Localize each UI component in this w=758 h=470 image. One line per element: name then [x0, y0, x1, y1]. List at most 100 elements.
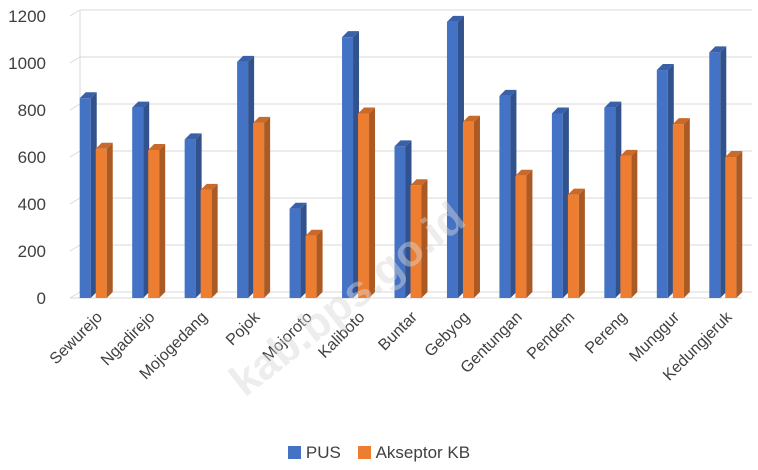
bar-top — [604, 101, 622, 108]
bar-front — [305, 235, 317, 298]
bar-top — [253, 116, 271, 123]
bar-front — [342, 37, 354, 299]
legend-label-akseptor-kb: Akseptor KB — [375, 443, 471, 462]
bar-akseptor-kb — [410, 179, 428, 298]
bar-side — [405, 140, 412, 298]
gridline-depth — [69, 197, 81, 205]
bar-chart: 0 200 400 600 800 1000 1200 SewurejoNgadirejoM… — [8, 7, 752, 384]
bar-akseptor-kb — [95, 142, 113, 298]
bar-akseptor-kb — [148, 143, 166, 298]
bar-side — [578, 188, 585, 298]
bar-akseptor-kb — [462, 115, 480, 298]
bar-front — [725, 157, 737, 298]
bar-front — [95, 148, 107, 298]
legend-swatch-pus — [287, 446, 301, 459]
bar-pus — [289, 202, 307, 298]
bar-front — [499, 95, 511, 299]
bar-top — [410, 179, 428, 186]
bar-pus — [551, 107, 569, 299]
bar-pus — [656, 64, 674, 298]
bar-top — [95, 142, 113, 149]
bar-top — [725, 151, 743, 157]
bar-akseptor-kb — [305, 229, 323, 298]
bar-side — [264, 116, 271, 298]
bar-akseptor-kb — [672, 118, 690, 298]
bar-front — [237, 61, 249, 299]
y-tick-label: 1200 — [8, 7, 46, 26]
x-tick-label: Buntar — [375, 308, 421, 354]
bar-side — [90, 92, 97, 298]
bar-front — [656, 70, 668, 298]
bar-side — [195, 133, 202, 298]
bar-top — [237, 55, 255, 62]
bar-top — [656, 64, 674, 71]
gridline-depth — [69, 291, 81, 299]
bar-akseptor-kb — [358, 107, 376, 299]
bar-pus — [446, 15, 464, 298]
bar-pus — [237, 55, 255, 299]
bar-side — [631, 149, 638, 298]
bar-front — [604, 107, 616, 299]
bar-front — [446, 21, 458, 298]
bar-pus — [184, 133, 202, 298]
bar-side — [736, 151, 743, 298]
bar-top — [148, 143, 166, 150]
bar-akseptor-kb — [620, 149, 638, 298]
bar-akseptor-kb — [253, 116, 271, 298]
bar-top — [515, 169, 533, 176]
bar-akseptor-kb — [567, 188, 585, 298]
bar-top — [394, 140, 412, 147]
bar-front — [567, 194, 579, 298]
bar-side — [143, 101, 150, 299]
bar-side — [720, 46, 727, 298]
bar-series — [79, 15, 743, 299]
y-tick-label: 200 — [18, 242, 46, 261]
bar-front — [410, 185, 422, 298]
bar-top — [620, 149, 638, 156]
legend-swatch-akseptor-kb — [357, 446, 371, 459]
bar-pus — [709, 46, 727, 298]
bar-front — [709, 52, 721, 298]
legend-item-akseptor-kb: Akseptor KB — [357, 443, 471, 463]
bar-front — [462, 121, 474, 298]
bar-side — [316, 229, 323, 298]
bar-side — [562, 107, 569, 299]
bar-front — [132, 107, 144, 299]
bar-side — [510, 89, 517, 299]
bar-side — [421, 179, 428, 298]
gridline-depth — [69, 56, 81, 64]
bar-top — [709, 46, 727, 53]
bar-side — [211, 183, 218, 298]
bar-side — [353, 31, 360, 299]
bar-pus — [604, 101, 622, 299]
bar-pus — [499, 89, 517, 299]
bar-top — [305, 229, 323, 236]
legend-label-pus: PUS — [305, 443, 341, 462]
bar-front — [672, 124, 684, 298]
bar-top — [551, 107, 569, 114]
bar-top — [567, 188, 585, 195]
y-tick-label: 0 — [37, 289, 46, 308]
bar-side — [667, 64, 674, 298]
bar-front — [551, 113, 563, 299]
bar-front — [200, 189, 212, 298]
bar-front — [394, 146, 406, 298]
bar-front — [148, 149, 160, 298]
legend-item-pus: PUS — [287, 443, 341, 463]
bar-side — [526, 169, 533, 298]
bar-top — [289, 202, 307, 209]
x-tick-label: Sewurejo — [47, 309, 106, 368]
bar-top — [184, 133, 202, 140]
y-tick-label: 600 — [18, 148, 46, 167]
bar-akseptor-kb — [200, 183, 218, 298]
bar-front — [358, 113, 370, 299]
bar-side — [615, 101, 622, 299]
gridline-depth — [69, 103, 81, 111]
bar-akseptor-kb — [725, 151, 743, 298]
bar-top — [132, 101, 150, 108]
bar-pus — [342, 31, 360, 299]
bar-side — [106, 142, 113, 298]
bar-top — [462, 115, 480, 122]
bar-front — [253, 122, 265, 298]
